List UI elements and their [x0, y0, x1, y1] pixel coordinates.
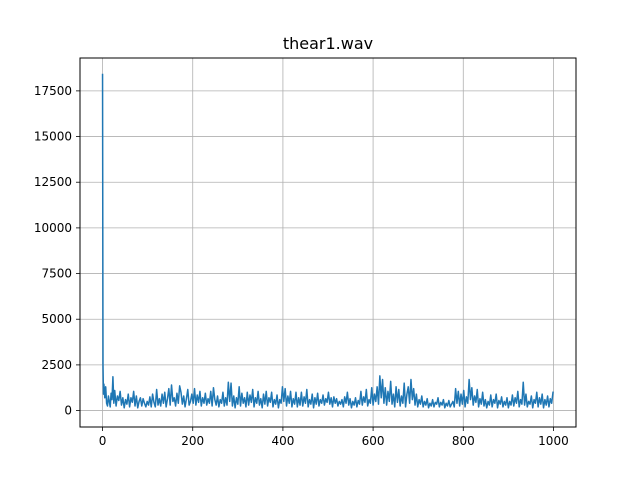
y-tick-label: 15000 — [34, 130, 72, 144]
y-tick-label: 7500 — [41, 267, 72, 281]
series-line — [101, 73, 554, 409]
y-tick-label: 0 — [64, 404, 72, 418]
y-tick-label: 5000 — [41, 312, 72, 326]
y-tick-label: 17500 — [34, 84, 72, 98]
plot-frame — [79, 57, 577, 428]
y-tick-label: 12500 — [34, 175, 72, 189]
x-tick-label: 400 — [271, 434, 294, 448]
y-tick-label: 2500 — [41, 358, 72, 372]
grid — [80, 58, 576, 427]
x-tick-label: 800 — [452, 434, 475, 448]
y-axis-ticks: 0 2500 5000 7500 10000 12500 15000 17500 — [34, 84, 80, 418]
x-axis-ticks: 0 200 400 600 800 1000 — [99, 427, 569, 448]
x-tick-label: 0 — [99, 434, 107, 448]
y-tick-label: 10000 — [34, 221, 72, 235]
x-tick-label: 600 — [362, 434, 385, 448]
x-tick-label: 200 — [181, 434, 204, 448]
x-tick-label: 1000 — [538, 434, 569, 448]
chart-title: thear1.wav — [283, 34, 373, 53]
